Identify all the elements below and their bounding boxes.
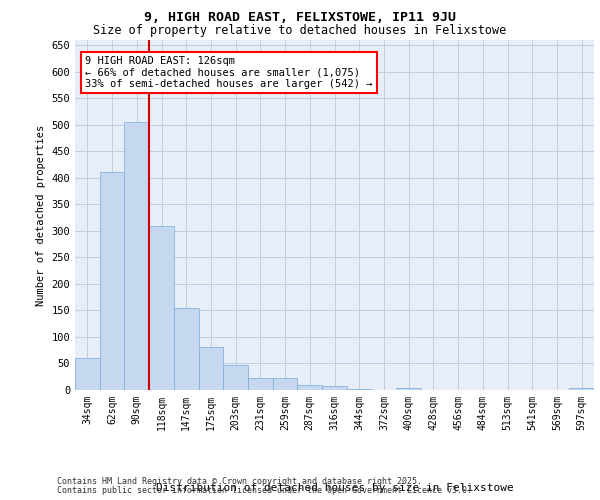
- Bar: [248, 378, 273, 390]
- Text: Contains public sector information licensed under the Open Government Licence v3: Contains public sector information licen…: [57, 486, 472, 495]
- Bar: [124, 122, 149, 390]
- Bar: [149, 226, 174, 390]
- Text: 9 HIGH ROAD EAST: 126sqm
← 66% of detached houses are smaller (1,075)
33% of sem: 9 HIGH ROAD EAST: 126sqm ← 66% of detach…: [85, 56, 373, 89]
- Text: Size of property relative to detached houses in Felixstowe: Size of property relative to detached ho…: [94, 24, 506, 37]
- Bar: [199, 346, 223, 390]
- Text: Contains HM Land Registry data © Crown copyright and database right 2025.: Contains HM Land Registry data © Crown c…: [57, 477, 422, 486]
- Bar: [569, 388, 594, 390]
- Bar: [174, 308, 199, 390]
- Bar: [100, 172, 124, 390]
- Text: 9, HIGH ROAD EAST, FELIXSTOWE, IP11 9JU: 9, HIGH ROAD EAST, FELIXSTOWE, IP11 9JU: [144, 11, 456, 24]
- X-axis label: Distribution of detached houses by size in Felixstowe: Distribution of detached houses by size …: [155, 483, 514, 493]
- Bar: [223, 365, 248, 390]
- Bar: [75, 358, 100, 390]
- Y-axis label: Number of detached properties: Number of detached properties: [36, 124, 46, 306]
- Bar: [298, 384, 322, 390]
- Bar: [322, 386, 347, 390]
- Bar: [273, 378, 298, 390]
- Bar: [396, 388, 421, 390]
